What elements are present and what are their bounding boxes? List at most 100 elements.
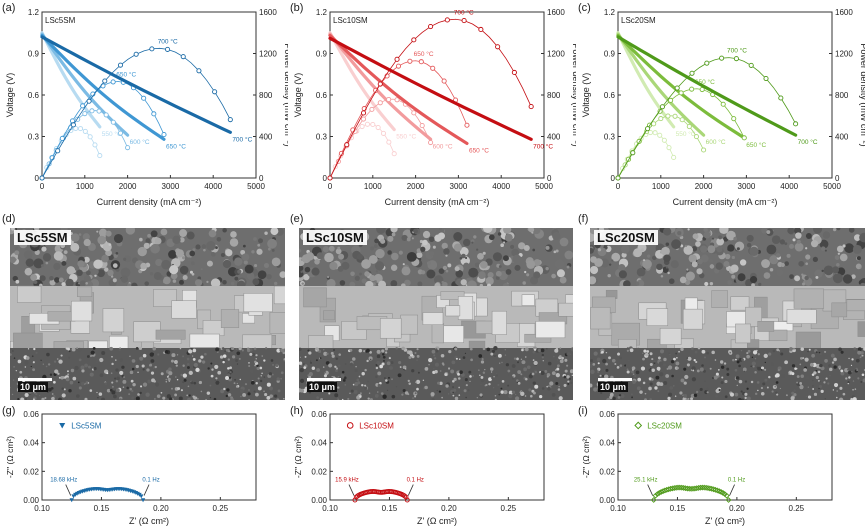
cathode-particle: [480, 383, 483, 386]
anode-grain: [433, 275, 444, 285]
cathode-particle: [803, 368, 807, 372]
anode-grain: [665, 266, 669, 269]
cathode-particle: [80, 381, 85, 386]
cathode-particle: [838, 365, 842, 369]
cathode-particle: [31, 355, 34, 358]
anode-grain: [832, 273, 843, 284]
cathode-particle: [555, 373, 560, 378]
power-point: [97, 153, 103, 159]
cathode-particle: [272, 364, 274, 366]
y2-tick-label: 0: [547, 174, 552, 183]
power-point: [674, 85, 680, 91]
cathode-particle: [516, 379, 519, 382]
cathode-particle: [718, 388, 721, 392]
cathode-particle: [812, 388, 815, 390]
anode-grain: [656, 263, 663, 271]
anode-grain: [495, 270, 502, 277]
anode-grain: [161, 259, 171, 270]
cathode-particle: [171, 387, 173, 390]
cathode-particle: [744, 392, 748, 396]
cathode-particle: [669, 385, 674, 390]
anode-grain: [848, 228, 855, 233]
cathode-particle: [67, 370, 69, 373]
cathode-particle: [712, 377, 714, 379]
cathode-particle: [248, 399, 250, 400]
cathode-particle: [494, 398, 497, 400]
anode-grain: [374, 261, 385, 271]
cathode-particle: [853, 391, 858, 396]
cathode-particle: [684, 374, 689, 380]
anode-grain: [257, 243, 261, 247]
cathode-particle: [224, 350, 227, 352]
electrolyte-grain: [440, 291, 465, 300]
power-point: [55, 148, 61, 154]
cathode-particle: [370, 358, 372, 360]
cathode-particle: [818, 384, 823, 389]
cathode-particle: [656, 366, 661, 371]
cathode-particle: [654, 386, 658, 390]
anode-grain: [374, 238, 379, 244]
anode-grain: [526, 260, 536, 269]
cathode-particle: [511, 364, 516, 368]
anode-grain: [338, 253, 345, 260]
panel-b-iv-curve: 0 1000 2000 3000 4000 5000 0 0.3 0.6 0.9 1.2 0 400 80…: [288, 0, 576, 222]
cathode-particle: [382, 353, 385, 356]
power-point: [375, 124, 381, 131]
legend-marker: [634, 421, 643, 430]
anode-grain: [749, 246, 759, 257]
anode-grain: [189, 270, 193, 274]
cathode-particle: [150, 359, 155, 363]
cathode-particle: [368, 392, 371, 394]
cathode-particle: [609, 392, 614, 397]
cathode-particle: [111, 355, 113, 358]
cathode-particle: [263, 390, 265, 392]
cathode-particle: [135, 364, 139, 369]
anode-grain: [804, 275, 809, 281]
power-point: [77, 126, 84, 132]
cathode-particle: [626, 349, 629, 352]
cathode-particle: [771, 390, 774, 393]
power-point: [377, 100, 383, 106]
cathode-particle: [734, 368, 738, 372]
anode-grain: [597, 248, 602, 252]
anode-grain: [792, 238, 796, 242]
power-point: [720, 101, 726, 107]
x-tick-label: 5000: [247, 182, 265, 191]
cathode-particle: [326, 352, 329, 355]
x-tick-label: 0.20: [441, 504, 457, 513]
cathode-particle: [340, 374, 345, 379]
anode-grain: [812, 256, 818, 263]
cathode-particle: [257, 377, 260, 380]
anode-grain: [438, 232, 446, 240]
data-point: [705, 485, 711, 491]
cathode-particle: [453, 377, 457, 382]
anode-grain: [374, 280, 377, 283]
cathode-particle: [857, 347, 862, 352]
cathode-particle: [454, 347, 458, 351]
anode-grain: [11, 228, 15, 231]
cathode-particle: [106, 372, 109, 375]
cathode-particle: [132, 382, 136, 387]
anode-grain: [554, 258, 565, 269]
anode-grain: [279, 271, 285, 278]
cathode-particle: [631, 396, 634, 399]
cathode-particle: [720, 365, 725, 369]
cathode-particle: [564, 358, 568, 362]
power-point: [369, 106, 375, 112]
cathode-particle: [608, 356, 611, 360]
anode-grain: [640, 248, 644, 252]
cathode-particle: [617, 352, 621, 356]
power-point: [103, 112, 109, 118]
cathode-particle: [490, 352, 494, 356]
cathode-particle: [784, 360, 789, 365]
anode-grain: [40, 264, 44, 268]
cathode-particle: [545, 347, 548, 350]
cathode-particle: [81, 369, 85, 373]
cathode-particle: [464, 352, 467, 354]
cathode-particle: [756, 381, 760, 384]
sample-name: LSc5SM: [45, 16, 76, 25]
anode-grain: [98, 228, 107, 237]
cathode-particle: [12, 350, 14, 352]
anode-grain: [299, 264, 304, 272]
cathode-particle: [355, 365, 357, 368]
